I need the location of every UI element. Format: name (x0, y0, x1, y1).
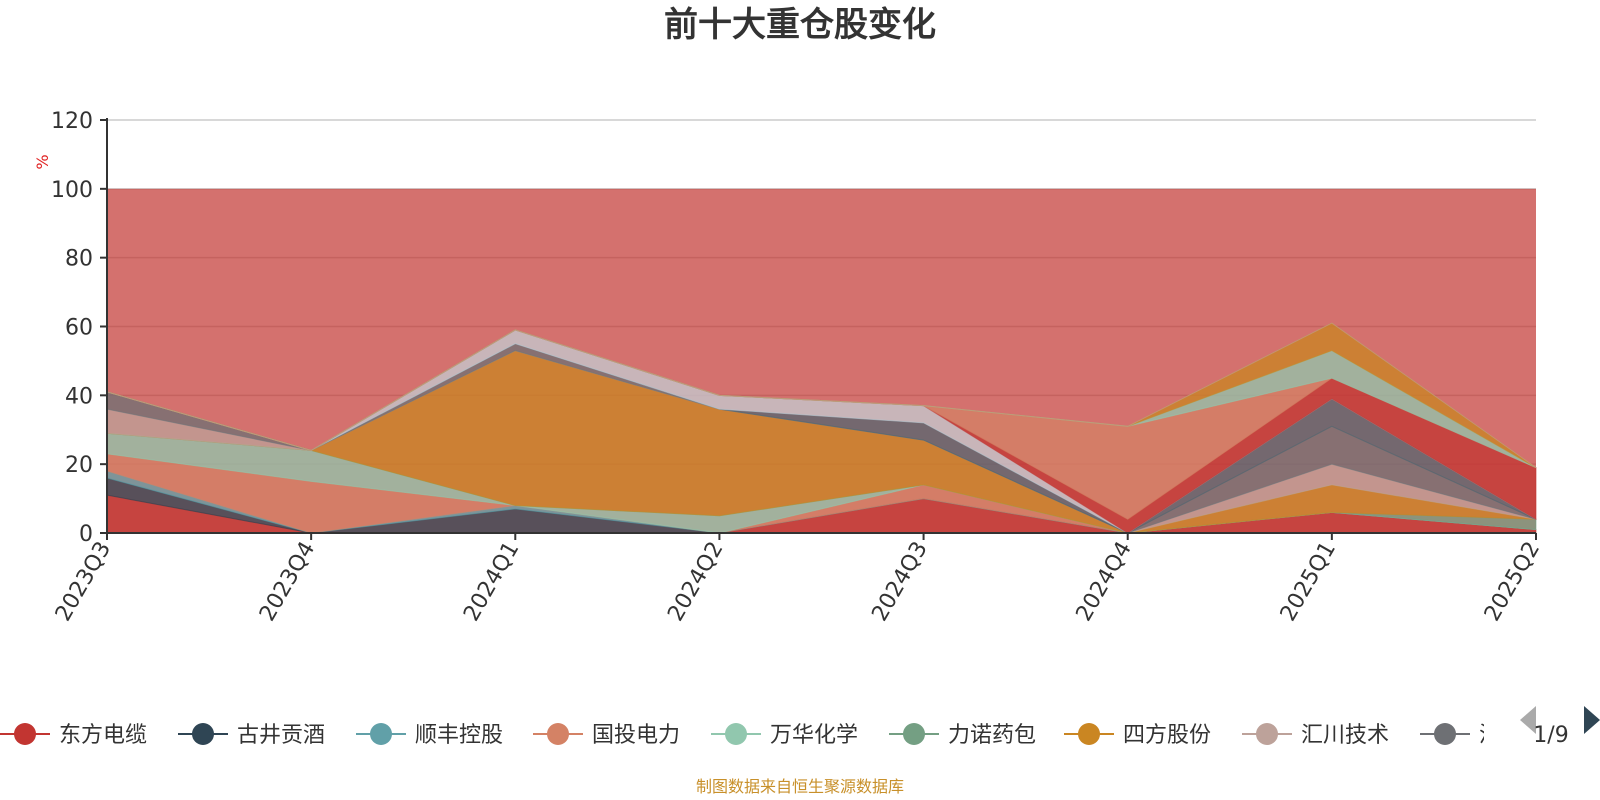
legend-label: 东方电缆 (59, 723, 147, 748)
x-tick-label: 2025Q1 (1276, 538, 1341, 626)
y-tick-label: 80 (65, 247, 93, 272)
legend-item[interactable]: 力诺药包 (889, 723, 1036, 748)
x-tick-label: 2025Q2 (1480, 538, 1545, 626)
x-tick-label: 2024Q1 (459, 538, 524, 626)
source-note: 制图数据来自恒生聚源数据库 (696, 777, 904, 796)
legend-label: 万华化学 (770, 723, 858, 748)
legend-item[interactable]: 万华化学 (711, 723, 858, 748)
y-tick-label: 60 (65, 316, 93, 341)
legend-marker-icon (725, 723, 747, 745)
legend-marker-icon (1434, 723, 1456, 745)
y-tick-label: 20 (65, 453, 93, 478)
legend-marker-icon (1078, 723, 1100, 745)
y-tick-label: 0 (79, 522, 93, 547)
legend-label: 顺丰控股 (415, 723, 503, 748)
legend-label: 力诺药包 (948, 723, 1036, 748)
y-tick-label: 120 (51, 109, 93, 134)
legend-marker-icon (1256, 723, 1278, 745)
legend-label: 国投电力 (592, 723, 680, 748)
x-tick-label: 2024Q2 (663, 538, 728, 626)
legend: 东方电缆 古井贡酒 顺丰控股 国投电力 万华化学 力诺药包 四方股份 汇川技术 泸 (0, 723, 1501, 748)
legend-marker-icon (903, 723, 925, 745)
legend-label: 四方股份 (1123, 723, 1211, 748)
legend-page-indicator: 1/9 (1533, 723, 1568, 748)
legend-item[interactable]: 东方电缆 (0, 723, 147, 748)
legend-marker-icon (370, 723, 392, 745)
series-area-15 (106, 322, 1537, 469)
legend-item[interactable]: 泸 (1420, 723, 1501, 748)
legend-item[interactable]: 国投电力 (533, 723, 680, 748)
legend-label: 泸 (1479, 723, 1501, 748)
y-tick-label: 40 (65, 384, 93, 409)
x-tick-label: 2023Q4 (255, 538, 320, 626)
legend-next-icon[interactable] (1584, 706, 1600, 734)
y-tick-label: 100 (51, 178, 93, 203)
chart-title: 前十大重仓股变化 (664, 5, 936, 45)
legend-marker-icon (547, 723, 569, 745)
x-tick-label: 2023Q3 (51, 538, 116, 626)
area-layer (106, 188, 1537, 534)
legend-item[interactable]: 顺丰控股 (356, 723, 503, 748)
legend-pager: 1/9 (1520, 706, 1600, 748)
legend-label: 汇川技术 (1301, 723, 1389, 748)
legend-item[interactable]: 四方股份 (1064, 723, 1211, 748)
legend-item[interactable]: 汇川技术 (1242, 723, 1389, 748)
legend-marker-icon (14, 723, 36, 745)
x-tick-label: 2024Q4 (1072, 538, 1137, 626)
legend-label: 古井贡酒 (237, 723, 325, 748)
legend-prev-icon[interactable] (1520, 706, 1536, 734)
legend-marker-icon (192, 723, 214, 745)
legend-item[interactable]: 古井贡酒 (178, 723, 325, 748)
y-axis-unit: % (33, 154, 52, 169)
x-tick-label: 2024Q3 (867, 538, 932, 626)
